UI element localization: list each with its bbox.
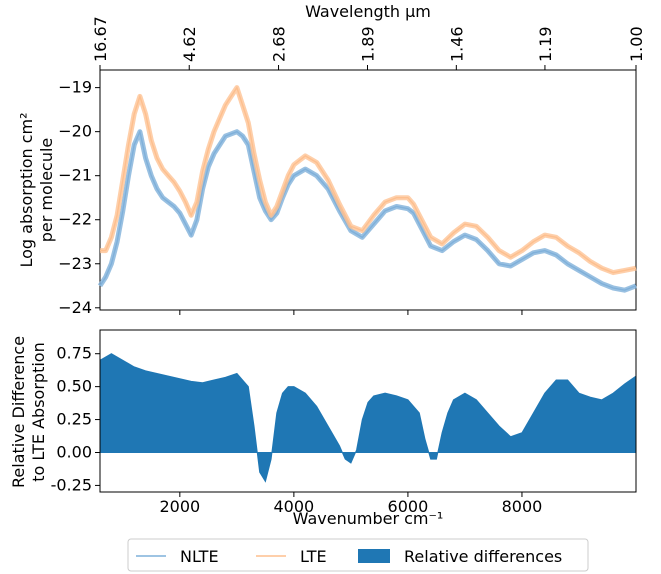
absorption-y-label-line1: Log absorption cm² <box>17 112 36 267</box>
wavelength-tick-label: 1.00 <box>627 26 646 62</box>
y-tick-label: −23 <box>58 254 92 273</box>
y-tick-label: −20 <box>58 122 92 141</box>
relative-difference-y-ticks: 0.75 0.50 0.25 0.00 -0.25 <box>51 344 100 494</box>
x-tick-label: 6000 <box>388 497 429 516</box>
x-tick-label: 4000 <box>274 497 315 516</box>
legend-nlte-label: NLTE <box>180 547 219 566</box>
y-tick-label: −24 <box>58 298 92 317</box>
series-band-lte <box>100 85 637 276</box>
y-tick-label: −21 <box>58 166 92 185</box>
wavenumber-axis-label: Wavenumber cm⁻¹ <box>293 509 444 528</box>
wavenumber-ticks: 2000 4000 6000 8000 <box>159 492 542 516</box>
wavelength-tick-label: 4.62 <box>180 26 199 62</box>
series-line-nlte <box>99 129 637 291</box>
y-tick-label: −19 <box>58 78 92 97</box>
absorption-series-group <box>97 85 637 293</box>
x-tick-label: 2000 <box>159 497 200 516</box>
wavelength-tick-label: 2.68 <box>270 26 289 62</box>
legend-lte-label: LTE <box>300 547 327 566</box>
wavelength-ticks: 16.67 4.62 2.68 1.89 1.46 1.19 1.00 <box>91 16 646 315</box>
y-tick-label: 0.25 <box>56 410 92 429</box>
absorption-y-ticks: −19 −20 −21 −22 −23 −24 <box>58 78 100 317</box>
y-tick-label: 0.00 <box>56 442 92 461</box>
x-tick-label: 8000 <box>502 497 543 516</box>
relative-difference-series-group <box>99 353 637 483</box>
absorption-y-label-line2: per molecule <box>37 138 56 243</box>
absorption-plot-frame <box>99 69 637 311</box>
wavelength-tick-label: 16.67 <box>91 16 110 62</box>
y-tick-label: -0.25 <box>51 475 92 494</box>
relative-difference-y-label-line1: Relative Difference <box>9 336 28 488</box>
legend: NLTE LTE Relative differences <box>127 538 589 572</box>
wavelength-axis-label: Wavelength μm <box>305 2 431 21</box>
y-tick-label: −22 <box>58 210 92 229</box>
legend-relative-differences-swatch <box>358 549 390 563</box>
wavelength-tick-label: 1.46 <box>447 26 466 62</box>
y-tick-label: 0.75 <box>56 344 92 363</box>
relative-differences-area <box>99 353 637 483</box>
relative-difference-y-label-line2: to LTE Absorption <box>29 342 48 481</box>
relative-difference-panel: 0.75 0.50 0.25 0.00 -0.25 2000 4000 6000 8000 W… <box>9 329 637 528</box>
y-tick-label: 0.50 <box>56 377 92 396</box>
series-line-lte <box>100 85 637 274</box>
series-band-nlte <box>97 129 637 293</box>
legend-relative-differences-label: Relative differences <box>404 547 562 566</box>
wavelength-tick-label: 1.89 <box>358 26 377 62</box>
wavelength-tick-label: 1.19 <box>536 26 555 62</box>
absorption-panel: −19 −20 −21 −22 −23 −24 16.67 4.62 2.68 1.89 1.46… <box>17 2 646 317</box>
relative-difference-plot-frame <box>99 329 637 493</box>
